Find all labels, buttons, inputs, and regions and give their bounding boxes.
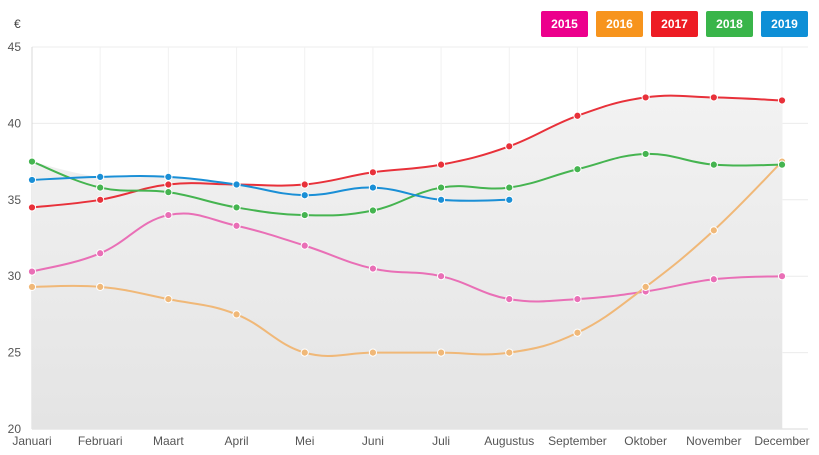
- x-tick-label: April: [225, 434, 249, 448]
- legend-button-2015[interactable]: 2015: [541, 11, 588, 37]
- data-point-2017[interactable]: [777, 96, 787, 105]
- data-point-2016[interactable]: [573, 328, 582, 337]
- data-point-2018[interactable]: [300, 210, 309, 220]
- data-point-2016[interactable]: [436, 348, 446, 357]
- data-point-2018[interactable]: [641, 149, 650, 159]
- data-point-2015[interactable]: [232, 221, 241, 230]
- x-tick-label: November: [686, 434, 741, 448]
- area-fill-shape: [32, 95, 782, 430]
- data-point-2016[interactable]: [368, 348, 378, 357]
- x-tick-label: December: [754, 434, 809, 448]
- data-point-2019[interactable]: [164, 172, 173, 181]
- data-point-2019[interactable]: [436, 195, 446, 204]
- data-point-2015[interactable]: [164, 210, 173, 220]
- data-point-2017[interactable]: [573, 111, 582, 120]
- y-axis-ticks: 20 25 30 35 40 45: [8, 40, 22, 436]
- data-point-2019[interactable]: [27, 175, 37, 185]
- data-point-2015[interactable]: [368, 264, 378, 273]
- x-tick-label: Augustus: [484, 434, 534, 448]
- area-fill: [32, 95, 782, 430]
- data-point-2018[interactable]: [368, 206, 378, 215]
- y-tick-label: 20: [8, 422, 22, 436]
- x-tick-label: Januari: [12, 434, 51, 448]
- data-point-2016[interactable]: [300, 348, 309, 357]
- data-point-2016[interactable]: [232, 310, 241, 319]
- series-points: [27, 93, 787, 357]
- data-point-2018[interactable]: [505, 183, 514, 192]
- data-point-2017[interactable]: [368, 168, 378, 177]
- y-tick-label: 40: [8, 116, 22, 130]
- data-point-2018[interactable]: [436, 183, 446, 192]
- data-point-2017[interactable]: [27, 203, 37, 212]
- data-point-2017[interactable]: [164, 180, 173, 189]
- y-tick-label: 30: [8, 269, 22, 283]
- data-point-2015[interactable]: [573, 295, 582, 304]
- data-point-2015[interactable]: [27, 267, 37, 276]
- x-tick-label: Mei: [295, 434, 314, 448]
- data-point-2018[interactable]: [27, 157, 37, 166]
- y-tick-label: 45: [8, 40, 22, 54]
- data-point-2018[interactable]: [573, 165, 582, 174]
- data-point-2018[interactable]: [777, 160, 787, 169]
- y-tick-label: 35: [8, 193, 22, 207]
- legend-button-2016[interactable]: 2016: [596, 11, 643, 37]
- legend-button-2017[interactable]: 2017: [651, 11, 698, 37]
- y-tick-label: 25: [8, 346, 22, 360]
- x-axis-ticks: Januari Februari Maart April Mei Juni Juli Augu…: [12, 434, 809, 448]
- data-point-2019[interactable]: [300, 191, 309, 200]
- x-tick-label: Juli: [432, 434, 450, 448]
- data-point-2015[interactable]: [300, 241, 309, 250]
- data-point-2018[interactable]: [232, 203, 241, 212]
- data-point-2015[interactable]: [709, 275, 718, 284]
- data-point-2016[interactable]: [27, 282, 37, 291]
- data-point-2017[interactable]: [300, 180, 309, 189]
- data-point-2017[interactable]: [436, 160, 446, 169]
- legend-button-2019[interactable]: 2019: [761, 11, 808, 37]
- data-point-2019[interactable]: [368, 183, 378, 192]
- data-point-2017[interactable]: [641, 93, 650, 102]
- data-point-2015[interactable]: [777, 272, 787, 281]
- series-line-2019: [31, 175, 510, 202]
- data-point-2018[interactable]: [164, 188, 173, 197]
- data-point-2016[interactable]: [164, 295, 173, 304]
- data-point-2017[interactable]: [96, 195, 105, 204]
- data-point-2017[interactable]: [709, 93, 718, 102]
- data-point-2019[interactable]: [505, 195, 514, 204]
- x-tick-label: Oktober: [624, 434, 667, 448]
- data-point-2015[interactable]: [505, 295, 514, 304]
- x-tick-label: Maart: [153, 434, 184, 448]
- series-line-2017: [31, 94, 783, 209]
- series-line-2015: [31, 212, 783, 303]
- data-point-2015[interactable]: [436, 272, 446, 281]
- x-tick-label: Februari: [78, 434, 123, 448]
- data-point-2016[interactable]: [641, 282, 650, 291]
- data-point-2015[interactable]: [96, 249, 105, 258]
- x-tick-label: Juni: [362, 434, 384, 448]
- data-point-2016[interactable]: [96, 282, 105, 291]
- data-point-2017[interactable]: [505, 142, 514, 151]
- legend: 2015 2016 2017 2018 2019: [541, 11, 808, 37]
- data-point-2016[interactable]: [505, 348, 514, 357]
- data-point-2018[interactable]: [96, 183, 105, 192]
- data-point-2019[interactable]: [96, 172, 105, 181]
- series-line-2018: [31, 152, 783, 217]
- x-tick-label: September: [548, 434, 607, 448]
- data-point-2018[interactable]: [709, 160, 718, 169]
- legend-button-2018[interactable]: 2018: [706, 11, 753, 37]
- y-unit-label: €: [14, 17, 21, 31]
- data-point-2016[interactable]: [709, 226, 718, 235]
- data-point-2019[interactable]: [232, 180, 241, 189]
